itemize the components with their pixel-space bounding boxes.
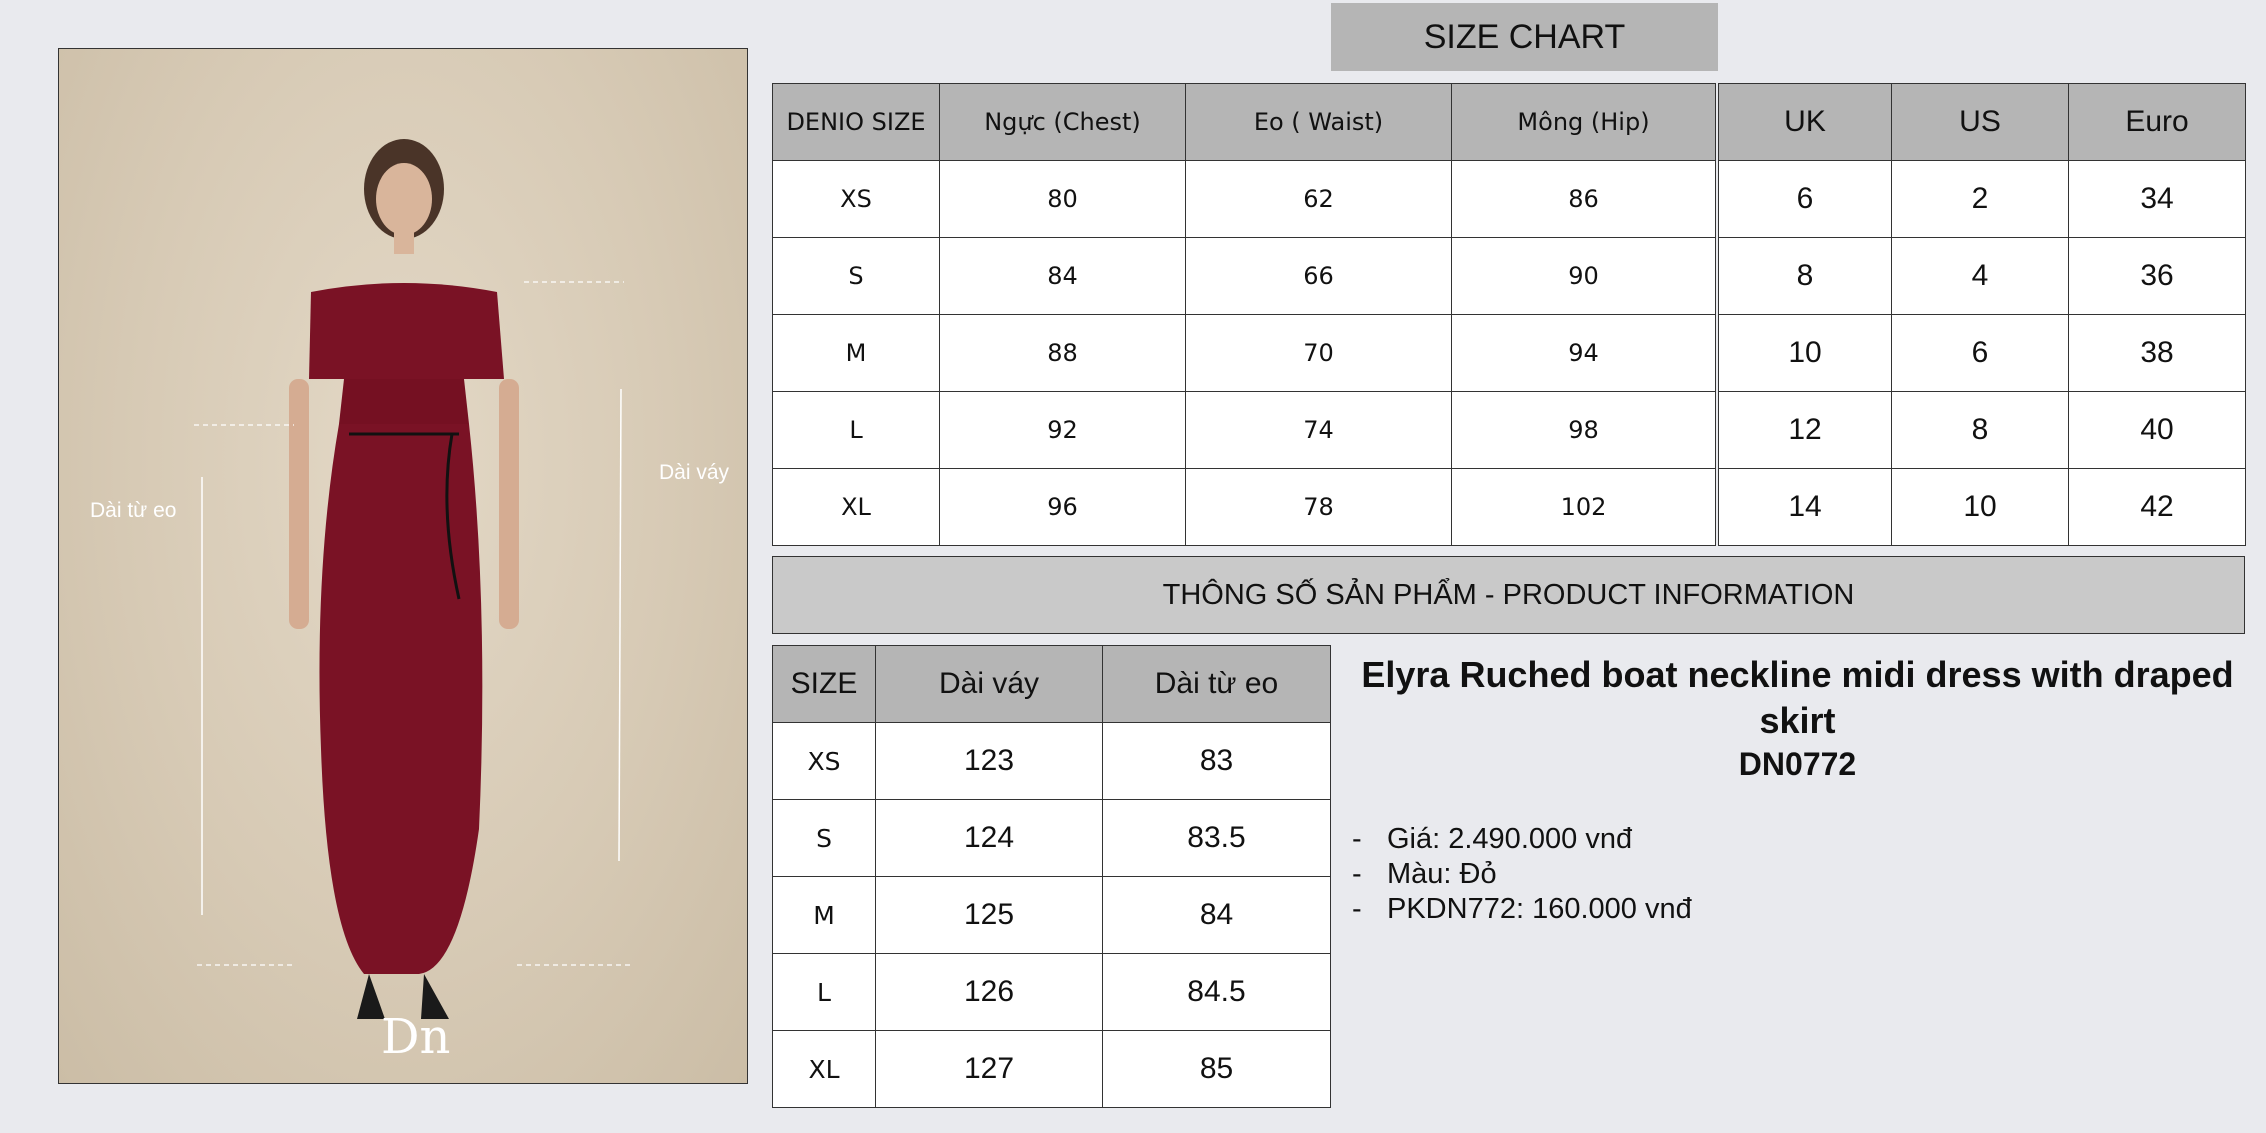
table-cell: 124: [875, 799, 1103, 877]
table-cell: 36: [2068, 237, 2246, 315]
header-cell: Dài từ eo: [1102, 645, 1331, 723]
header-cell: US: [1891, 83, 2069, 161]
product-photo: Dài váy Dài từ eo Dn: [58, 48, 748, 1084]
table-cell: 127: [875, 1030, 1103, 1108]
detail-item: - Giá: 2.490.000 vnđ: [1352, 823, 1633, 855]
table-cell: S: [772, 799, 876, 877]
product-code: DN0772: [1738, 746, 1857, 782]
detail-text: Giá: 2.490.000 vnđ: [1387, 823, 1633, 855]
table-cell: 78: [1185, 468, 1452, 546]
table-cell: 8: [1891, 391, 2069, 469]
header-cell: Dài váy: [875, 645, 1103, 723]
table-cell: 98: [1451, 391, 1716, 469]
table-cell: L: [772, 953, 876, 1031]
table-cell: 84: [1102, 876, 1331, 954]
table-cell: 14: [1718, 468, 1892, 546]
table-cell: 38: [2068, 314, 2246, 392]
table-cell: 10: [1891, 468, 2069, 546]
header-cell: UK: [1718, 83, 1892, 161]
table-cell: 66: [1185, 237, 1452, 315]
table-cell: 126: [875, 953, 1103, 1031]
table-cell: 42: [2068, 468, 2246, 546]
header-cell: Eo ( Waist): [1185, 83, 1452, 161]
table-cell: 8: [1718, 237, 1892, 315]
table-row: XL 96 78 102: [772, 468, 1716, 546]
table-cell: S: [772, 237, 940, 315]
table-cell: XL: [772, 468, 940, 546]
table-cell: 88: [939, 314, 1186, 392]
product-heading: Elyra Ruched boat neckline midi dress wi…: [1340, 652, 2255, 783]
table-cell: 34: [2068, 160, 2246, 238]
product-name: Elyra Ruched boat neckline midi dress wi…: [1361, 654, 2234, 741]
table-cell: 102: [1451, 468, 1716, 546]
detail-item: - PKDN772: 160.000 vnđ: [1352, 893, 1692, 925]
table-cell: 74: [1185, 391, 1452, 469]
table-cell: L: [772, 391, 940, 469]
waist-length-label: Dài từ eo: [90, 499, 177, 522]
table-cell: 92: [939, 391, 1186, 469]
header-cell: DENIO SIZE: [772, 83, 940, 161]
brand-logo: Dn: [381, 1009, 451, 1065]
table-cell: XS: [772, 160, 940, 238]
table-cell: 83: [1102, 722, 1331, 800]
size-chart-title: SIZE CHART: [1331, 3, 1718, 71]
dress-illustration: [194, 139, 631, 1019]
table-row: XS 80 62 86: [772, 160, 1716, 238]
table-cell: 62: [1185, 160, 1452, 238]
conversion-table: UK US Euro 6 2 34 8 4 36 10 6 38 12 8 40 14 10 42: [1718, 83, 2246, 546]
table-cell: 4: [1891, 237, 2069, 315]
table-row: L 92 74 98: [772, 391, 1716, 469]
table-cell: 96: [939, 468, 1186, 546]
product-info-title: THÔNG SỐ SẢN PHẨM - PRODUCT INFORMATION: [772, 556, 2245, 634]
table-cell: 86: [1451, 160, 1716, 238]
table-cell: 84.5: [1102, 953, 1331, 1031]
table-row: XS 123 83: [772, 722, 1331, 800]
table-row: S 124 83.5: [772, 799, 1331, 877]
table-cell: 70: [1185, 314, 1452, 392]
table-cell: M: [772, 314, 940, 392]
table-cell: 85: [1102, 1030, 1331, 1108]
table-cell: 40: [2068, 391, 2246, 469]
table-cell: XL: [772, 1030, 876, 1108]
product-info-table: SIZE Dài váy Dài từ eo XS 123 83 S 124 83.5 M 1…: [772, 645, 1331, 1108]
table-header-row: SIZE Dài váy Dài từ eo: [772, 645, 1331, 723]
table-cell: 83.5: [1102, 799, 1331, 877]
table-row: M 125 84: [772, 876, 1331, 954]
table-cell: 10: [1718, 314, 1892, 392]
table-cell: 123: [875, 722, 1103, 800]
table-row: M 88 70 94: [772, 314, 1716, 392]
table-row: L 126 84.5: [772, 953, 1331, 1031]
table-cell: 6: [1718, 160, 1892, 238]
table-cell: 84: [939, 237, 1186, 315]
table-cell: 2: [1891, 160, 2069, 238]
table-row: 14 10 42: [1718, 468, 2246, 546]
table-cell: 90: [1451, 237, 1716, 315]
table-header-row: DENIO SIZE Ngực (Chest) Eo ( Waist) Mông…: [772, 83, 1716, 161]
table-row: 12 8 40: [1718, 391, 2246, 469]
table-cell: 125: [875, 876, 1103, 954]
detail-item: - Màu: Đỏ: [1352, 858, 1497, 890]
product-details: - Giá: 2.490.000 vnđ - Màu: Đỏ - PKDN772: 1…: [1352, 822, 1692, 927]
size-chart-table: DENIO SIZE Ngực (Chest) Eo ( Waist) Mông…: [772, 83, 1716, 546]
table-row: 6 2 34: [1718, 160, 2246, 238]
table-row: 8 4 36: [1718, 237, 2246, 315]
table-cell: 12: [1718, 391, 1892, 469]
table-cell: XS: [772, 722, 876, 800]
table-cell: 94: [1451, 314, 1716, 392]
table-cell: M: [772, 876, 876, 954]
table-row: 10 6 38: [1718, 314, 2246, 392]
dress-length-label: Dài váy: [659, 461, 730, 484]
table-row: XL 127 85: [772, 1030, 1331, 1108]
header-cell: SIZE: [772, 645, 876, 723]
detail-text: PKDN772: 160.000 vnđ: [1387, 893, 1692, 925]
header-cell: Euro: [2068, 83, 2246, 161]
table-cell: 6: [1891, 314, 2069, 392]
table-row: S 84 66 90: [772, 237, 1716, 315]
detail-text: Màu: Đỏ: [1387, 858, 1497, 890]
table-header-row: UK US Euro: [1718, 83, 2246, 161]
table-cell: 80: [939, 160, 1186, 238]
header-cell: Mông (Hip): [1451, 83, 1716, 161]
header-cell: Ngực (Chest): [939, 83, 1186, 161]
